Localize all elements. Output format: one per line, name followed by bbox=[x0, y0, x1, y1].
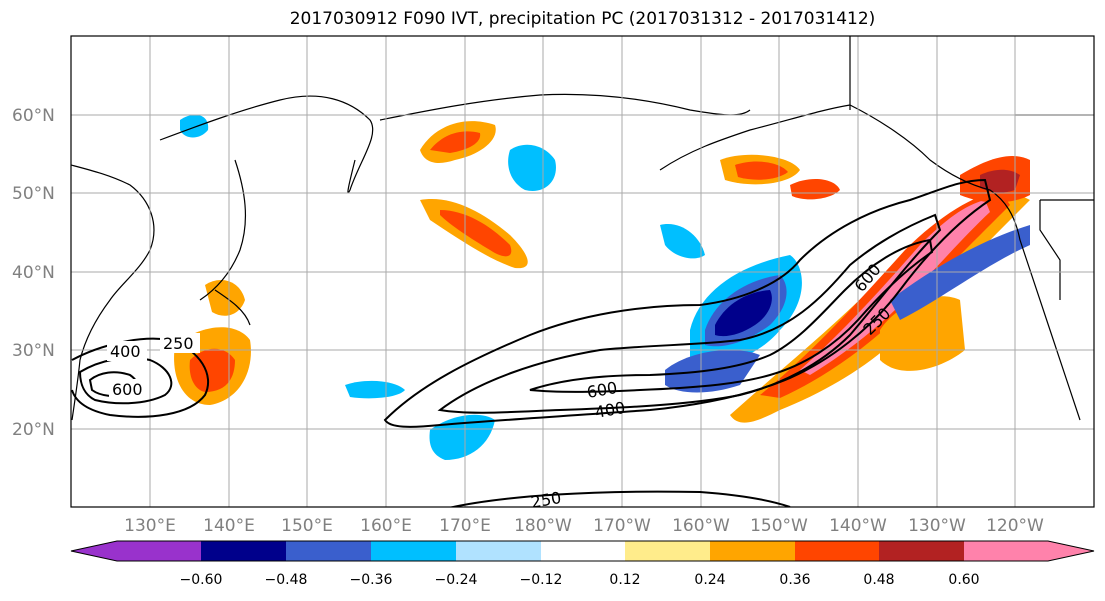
colorbar-segment bbox=[371, 541, 456, 561]
lon-label-150w: 150°W bbox=[750, 516, 808, 536]
lat-label-40n: 40°N bbox=[12, 263, 55, 283]
colorbar bbox=[70, 540, 1095, 562]
lon-label-170w: 170°W bbox=[593, 516, 651, 536]
contour-label-600-central: 600 bbox=[585, 378, 618, 402]
lon-label-130e: 130°E bbox=[124, 516, 176, 536]
colorbar-segment bbox=[625, 541, 710, 561]
colorbar-segment bbox=[964, 541, 1094, 561]
lon-label-140w: 140°W bbox=[829, 516, 887, 536]
colorbar-tick: −0.48 bbox=[265, 572, 308, 588]
lon-label-160w: 160°W bbox=[672, 516, 730, 536]
colorbar-tick: −0.60 bbox=[180, 572, 223, 588]
colorbar-tick: 0.24 bbox=[694, 572, 725, 588]
colorbar-segment bbox=[456, 541, 541, 561]
colorbar-tick: −0.24 bbox=[435, 572, 478, 588]
latitude-labels: 60°N 50°N 40°N 30°N 20°N bbox=[12, 106, 55, 440]
map-title: 2017030912 F090 IVT, precipitation PC (2… bbox=[289, 9, 876, 29]
colorbar-tick: 0.60 bbox=[948, 572, 979, 588]
lat-label-60n: 60°N bbox=[12, 106, 55, 126]
lon-label-130w: 130°W bbox=[908, 516, 966, 536]
lon-label-120w: 120°W bbox=[986, 516, 1044, 536]
colorbar-segment bbox=[71, 541, 201, 561]
colorbar-segment bbox=[286, 541, 371, 561]
lon-label-150e: 150°E bbox=[281, 516, 333, 536]
ivt-contours bbox=[71, 178, 992, 507]
contour-label-250-west: 250 bbox=[163, 334, 194, 353]
lon-label-160e: 160°E bbox=[360, 516, 412, 536]
contour-label-bg bbox=[107, 341, 147, 361]
longitude-labels: 130°E 140°E 150°E 160°E 170°E 180°W 170°… bbox=[124, 516, 1044, 536]
colorbar-outline bbox=[70, 540, 1095, 562]
contour-label-250-south: 250 bbox=[529, 488, 562, 512]
colorbar-ticks: −0.60 −0.48 −0.36 −0.24 −0.12 0.12 0.24 … bbox=[180, 572, 980, 588]
lat-label-50n: 50°N bbox=[12, 184, 55, 204]
gridlines bbox=[71, 36, 1094, 507]
contour-label-bg bbox=[160, 333, 200, 353]
colorbar-tick: 0.48 bbox=[863, 572, 894, 588]
lon-label-170e: 170°E bbox=[439, 516, 491, 536]
contour-label-400-west: 400 bbox=[110, 342, 141, 361]
lon-label-140e: 140°E bbox=[203, 516, 255, 536]
colorbar-segment bbox=[710, 541, 795, 561]
contour-label-600-west: 600 bbox=[112, 380, 143, 399]
colorbar-tick: −0.36 bbox=[350, 572, 393, 588]
plot-frame bbox=[70, 35, 1095, 508]
colorbar-tick: 0.12 bbox=[609, 572, 640, 588]
lon-label-180w: 180°W bbox=[514, 516, 572, 536]
colorbar-tick: 0.36 bbox=[779, 572, 810, 588]
colorbar-segment bbox=[201, 541, 286, 561]
contour-label-bg bbox=[109, 379, 149, 399]
lat-label-20n: 20°N bbox=[12, 420, 55, 440]
lat-label-30n: 30°N bbox=[12, 341, 55, 361]
colorbar-segment bbox=[795, 541, 879, 561]
colorbar-segment bbox=[541, 541, 625, 561]
colorbar-tick: −0.12 bbox=[520, 572, 563, 588]
colorbar-segment bbox=[879, 541, 964, 561]
coastlines bbox=[71, 36, 1094, 421]
